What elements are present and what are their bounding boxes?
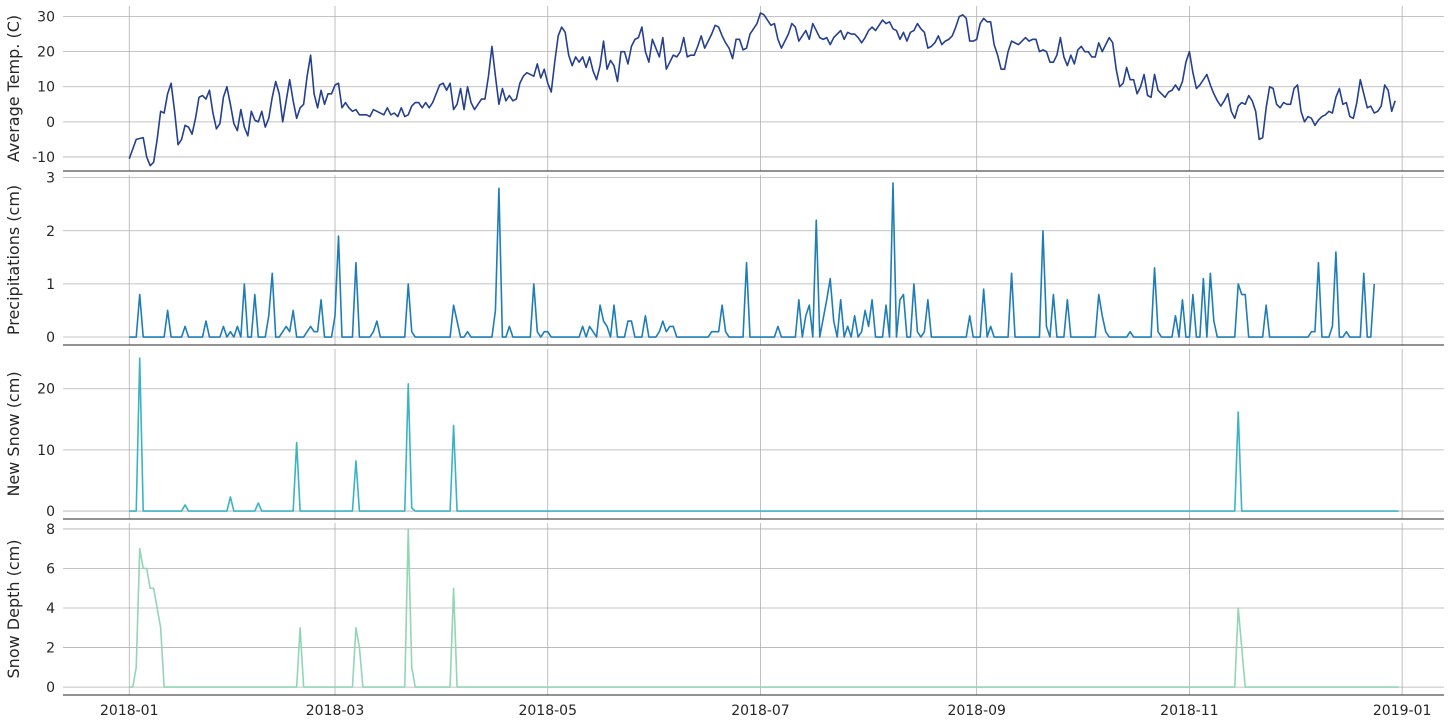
y-tick-label: 10 <box>37 443 55 459</box>
panel-1-grid <box>63 6 1444 171</box>
y-tick-label: 10 <box>37 80 55 96</box>
x-tick-label: 2018-09 <box>947 703 1006 719</box>
y-axis-label: Snow Depth (cm) <box>4 540 23 679</box>
x-axis: 2018-01 2018-03 2018-05 2018-07 2018-09 2018-… <box>100 703 1431 719</box>
y-tick-label: 1 <box>46 277 55 293</box>
y-tick-label: 20 <box>37 45 55 61</box>
y-tick-label: 2 <box>46 224 55 240</box>
panel-4: 0 2 4 6 8 Snow Depth (cm) <box>4 522 1444 696</box>
panel-4-grid <box>63 523 1444 695</box>
panel-1: -10 0 10 20 30 Average Temp. (C) <box>4 6 1444 172</box>
y-tick-label: 20 <box>37 382 55 398</box>
y-axis-label: Precipitations (cm) <box>4 185 23 335</box>
panel-2: 0 1 2 3 Precipitations (cm) <box>4 171 1444 346</box>
y-tick-label: 8 <box>46 522 55 538</box>
x-tick-label: 2018-07 <box>731 703 790 719</box>
x-tick-label: 2018-01 <box>100 703 159 719</box>
panel-2-grid <box>63 175 1444 345</box>
y-axis-label: Average Temp. (C) <box>4 15 23 162</box>
series-line <box>129 182 1376 338</box>
series-line <box>129 357 1399 512</box>
y-tick-label: 3 <box>46 171 55 187</box>
panel-3: 0 10 20 New Snow (cm) <box>4 349 1444 520</box>
y-tick-label: 0 <box>46 680 55 696</box>
y-tick-label: 4 <box>46 601 55 617</box>
y-tick-label: 30 <box>37 10 55 26</box>
y-axis-label: New Snow (cm) <box>4 371 23 496</box>
x-tick-label: 2019-01 <box>1373 703 1432 719</box>
series-line <box>129 528 1399 688</box>
series-line <box>128 12 1396 167</box>
x-tick-label: 2018-03 <box>306 703 365 719</box>
y-tick-label: 0 <box>46 330 55 346</box>
x-tick-label: 2018-05 <box>518 703 577 719</box>
y-tick-label: 2 <box>46 641 55 657</box>
x-tick-label: 2018-11 <box>1160 703 1219 719</box>
y-tick-label: 0 <box>46 504 55 520</box>
y-tick-label: 6 <box>46 561 55 577</box>
y-tick-label: -10 <box>32 150 55 166</box>
y-tick-label: 0 <box>46 115 55 131</box>
